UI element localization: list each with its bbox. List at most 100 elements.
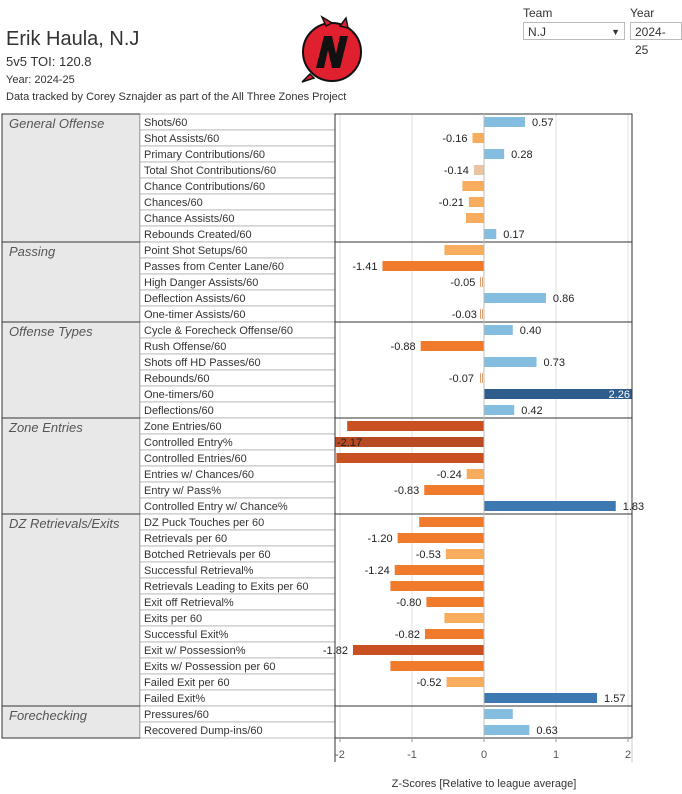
bar: [484, 229, 497, 239]
metric-label: Controlled Entry w/ Chance%: [144, 501, 288, 513]
team-select[interactable]: N.J ▼: [523, 22, 625, 40]
bar: [468, 197, 484, 207]
bar: [480, 277, 484, 287]
data-label: -0.16: [442, 133, 467, 145]
metric-label: Passes from Center Lane/60: [144, 261, 284, 273]
group-label: Offense Types: [9, 324, 93, 339]
bar: [382, 261, 484, 271]
metric-label: Zone Entries/60: [144, 421, 222, 433]
metric-label: Point Shot Setups/60: [144, 245, 247, 257]
team-select-value: N.J: [528, 25, 546, 39]
bar: [347, 421, 484, 431]
bar: [462, 181, 484, 191]
group-label: Passing: [9, 244, 56, 259]
group-cell: [1, 513, 141, 707]
bar: [480, 309, 484, 319]
toi-text: 5v5 TOI: 120.8: [6, 54, 92, 69]
data-label: 0.42: [521, 405, 542, 417]
group-label: General Offense: [9, 116, 104, 131]
bar: [394, 565, 484, 575]
metric-label: Exit off Retrieval%: [144, 597, 234, 609]
metric-label: Entries w/ Chances/60: [144, 469, 254, 481]
year-input-value: 2024-25: [635, 25, 666, 57]
bar: [424, 629, 484, 639]
metric-label: Chance Assists/60: [144, 213, 235, 225]
chevron-down-icon: ▼: [611, 27, 620, 37]
metric-label: Rebounds/60: [144, 373, 209, 385]
new-jersey-devils-logo: [301, 15, 362, 83]
bar: [484, 149, 505, 159]
metric-label: Primary Contributions/60: [144, 149, 265, 161]
metric-label: Retrievals per 60: [144, 533, 227, 545]
bar: [390, 661, 484, 671]
bar: [484, 389, 632, 399]
x-tick-label: 0: [481, 749, 487, 761]
bar: [484, 293, 546, 303]
metric-label: Pressures/60: [144, 709, 209, 721]
data-label: 0.28: [511, 149, 532, 161]
metric-label: Retrievals Leading to Exits per 60: [144, 581, 308, 593]
metric-label: Botched Retrievals per 60: [144, 549, 271, 561]
group-label: Zone Entries: [8, 420, 83, 435]
metric-label: Rebounds Created/60: [144, 229, 252, 241]
metric-label: Chance Contributions/60: [144, 181, 265, 193]
bar: [352, 645, 484, 655]
bar: [445, 549, 484, 559]
team-filter-label: Team: [523, 6, 553, 20]
data-label: -1.41: [352, 261, 377, 273]
group-label: Forechecking: [9, 708, 88, 723]
metric-label: Failed Exit%: [144, 693, 205, 705]
data-label: 2.26: [609, 389, 630, 401]
data-label: -1.20: [368, 533, 393, 545]
metric-label: Shot Assists/60: [144, 133, 219, 145]
year-filter-label: Year: [630, 6, 655, 20]
bar: [484, 325, 513, 335]
bar: [335, 437, 484, 447]
data-label: -0.14: [444, 165, 469, 177]
bar: [419, 517, 484, 527]
data-label: 1.57: [604, 693, 625, 705]
data-label: 0.86: [553, 293, 574, 305]
metric-label: One-timer Assists/60: [144, 309, 245, 321]
bar: [484, 693, 598, 703]
data-label: 0.73: [544, 357, 565, 369]
bar: [484, 709, 513, 719]
group-label: DZ Retrievals/Exits: [9, 516, 120, 531]
group-cell: [1, 321, 141, 419]
metric-label: Shots off HD Passes/60: [144, 357, 261, 369]
metric-label: Exits w/ Possession per 60: [144, 661, 275, 673]
x-tick-label: -2: [335, 749, 345, 761]
data-label: 1.83: [623, 501, 644, 513]
x-tick-label: 2: [625, 749, 631, 761]
bar: [484, 117, 526, 127]
metric-label: DZ Puck Touches per 60: [144, 517, 264, 529]
metric-label: Successful Retrieval%: [144, 565, 254, 577]
data-label: -0.21: [439, 197, 464, 209]
metric-label: Controlled Entries/60: [144, 453, 247, 465]
group-cell: [1, 113, 141, 243]
bar: [466, 213, 484, 223]
metric-label: Controlled Entry%: [144, 437, 233, 449]
bar: [397, 533, 484, 543]
bar: [420, 341, 484, 351]
year-text: Year: 2024-25: [6, 74, 75, 86]
metric-label: Cycle & Forecheck Offense/60: [144, 325, 293, 337]
source-text: Data tracked by Corey Sznajder as part o…: [6, 91, 347, 103]
data-label: -0.53: [416, 549, 441, 561]
metric-label: Deflections/60: [144, 405, 214, 417]
metric-label: Shots/60: [144, 117, 187, 129]
data-label: -0.88: [391, 341, 416, 353]
metric-label: Chances/60: [144, 197, 203, 209]
x-tick-label: -1: [407, 749, 417, 761]
data-label: -0.82: [395, 629, 420, 641]
data-label: -1.24: [365, 565, 390, 577]
data-label: -0.83: [394, 485, 419, 497]
x-axis-title: Z-Scores [Relative to league average]: [392, 778, 577, 790]
data-label: -2.17: [337, 437, 362, 449]
bar: [473, 165, 484, 175]
year-input[interactable]: 2024-25: [630, 22, 682, 57]
bar: [484, 357, 537, 367]
bar: [446, 677, 484, 687]
group-cell: [1, 241, 141, 323]
